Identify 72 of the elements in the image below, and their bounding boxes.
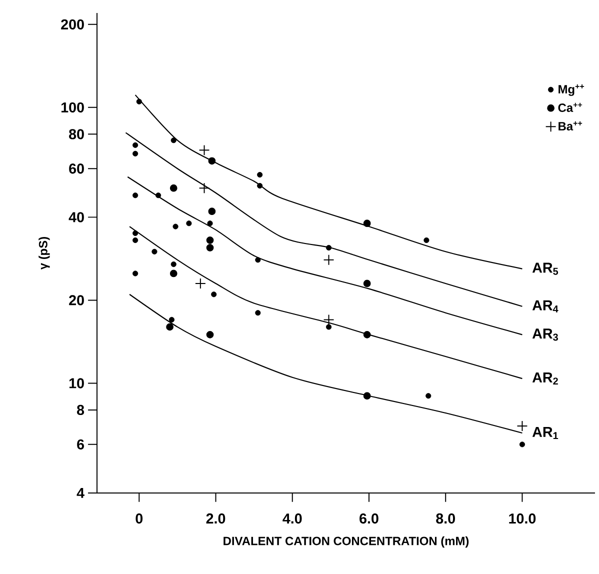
point <box>363 392 371 400</box>
point <box>198 182 210 194</box>
point <box>255 310 261 316</box>
y-tick-label: 6 <box>77 439 84 450</box>
x-tick-label: 6.0 <box>360 513 378 524</box>
point <box>194 278 206 289</box>
legend-label: Ba$^{++}$ <box>558 121 582 130</box>
point <box>326 244 332 251</box>
point <box>156 192 162 198</box>
point <box>172 224 178 230</box>
point <box>323 314 334 326</box>
y-tick-label: 10 <box>69 378 84 388</box>
point <box>152 248 158 254</box>
point <box>170 184 178 192</box>
x-tick-label: 8.0 <box>436 513 455 524</box>
point <box>257 172 263 178</box>
point <box>132 142 138 148</box>
point <box>257 182 263 189</box>
x-tick-label: 4.0 <box>282 513 302 524</box>
y-tick-label: 4 <box>76 488 84 498</box>
line-series <box>134 94 523 270</box>
point <box>206 244 214 252</box>
point <box>207 220 213 226</box>
y-tick-label: 60 <box>69 164 84 174</box>
point <box>426 393 432 399</box>
point <box>170 138 176 144</box>
y-tick-label: 200 <box>61 19 84 30</box>
line-series <box>125 132 523 307</box>
y-tick-label: 8 <box>76 404 84 416</box>
x-tick-label: 2.0 <box>206 513 226 524</box>
series-label: AR$_{5}$ <box>532 262 558 275</box>
series-label: AR$_{1}$ <box>532 427 558 440</box>
y-tick-label: 40 <box>68 212 84 222</box>
point <box>170 270 178 278</box>
series-label: AR$_{4}$ <box>532 300 558 312</box>
point <box>166 323 174 331</box>
point <box>132 270 138 276</box>
x-axis-title: DIVALENT CATION CONCENTRATION (mM) <box>224 536 469 548</box>
point <box>363 330 371 338</box>
point <box>208 208 216 216</box>
point <box>132 237 138 244</box>
point <box>206 236 214 244</box>
point <box>132 150 138 156</box>
y-tick-label: 100 <box>61 102 84 113</box>
point <box>198 144 210 156</box>
x-tick-label: 0 <box>136 513 143 524</box>
point <box>519 442 526 448</box>
point <box>206 330 214 338</box>
series-label: AR$_{3}$ <box>532 328 558 341</box>
point <box>136 98 142 104</box>
point <box>170 261 176 268</box>
point <box>323 254 334 266</box>
line-series <box>129 226 523 380</box>
x-tick-label: 10.0 <box>509 513 536 524</box>
legend-label: Mg$^{++}$ <box>558 84 584 96</box>
point <box>255 257 261 263</box>
y-tick-label: 20 <box>69 295 84 306</box>
y-axis-title: γ (pS) <box>38 236 50 270</box>
point <box>186 220 192 226</box>
legend-label: Ca$^{++}$ <box>558 102 582 112</box>
point <box>326 324 332 330</box>
line-series <box>127 176 523 336</box>
point <box>211 292 217 298</box>
point <box>132 230 138 236</box>
point <box>363 220 371 228</box>
point <box>208 157 216 165</box>
series-label: AR$_{2}$ <box>532 372 558 385</box>
y-tick-label: 80 <box>69 129 84 140</box>
point <box>132 192 138 198</box>
point <box>168 316 174 322</box>
point <box>424 237 430 244</box>
point <box>363 280 371 288</box>
